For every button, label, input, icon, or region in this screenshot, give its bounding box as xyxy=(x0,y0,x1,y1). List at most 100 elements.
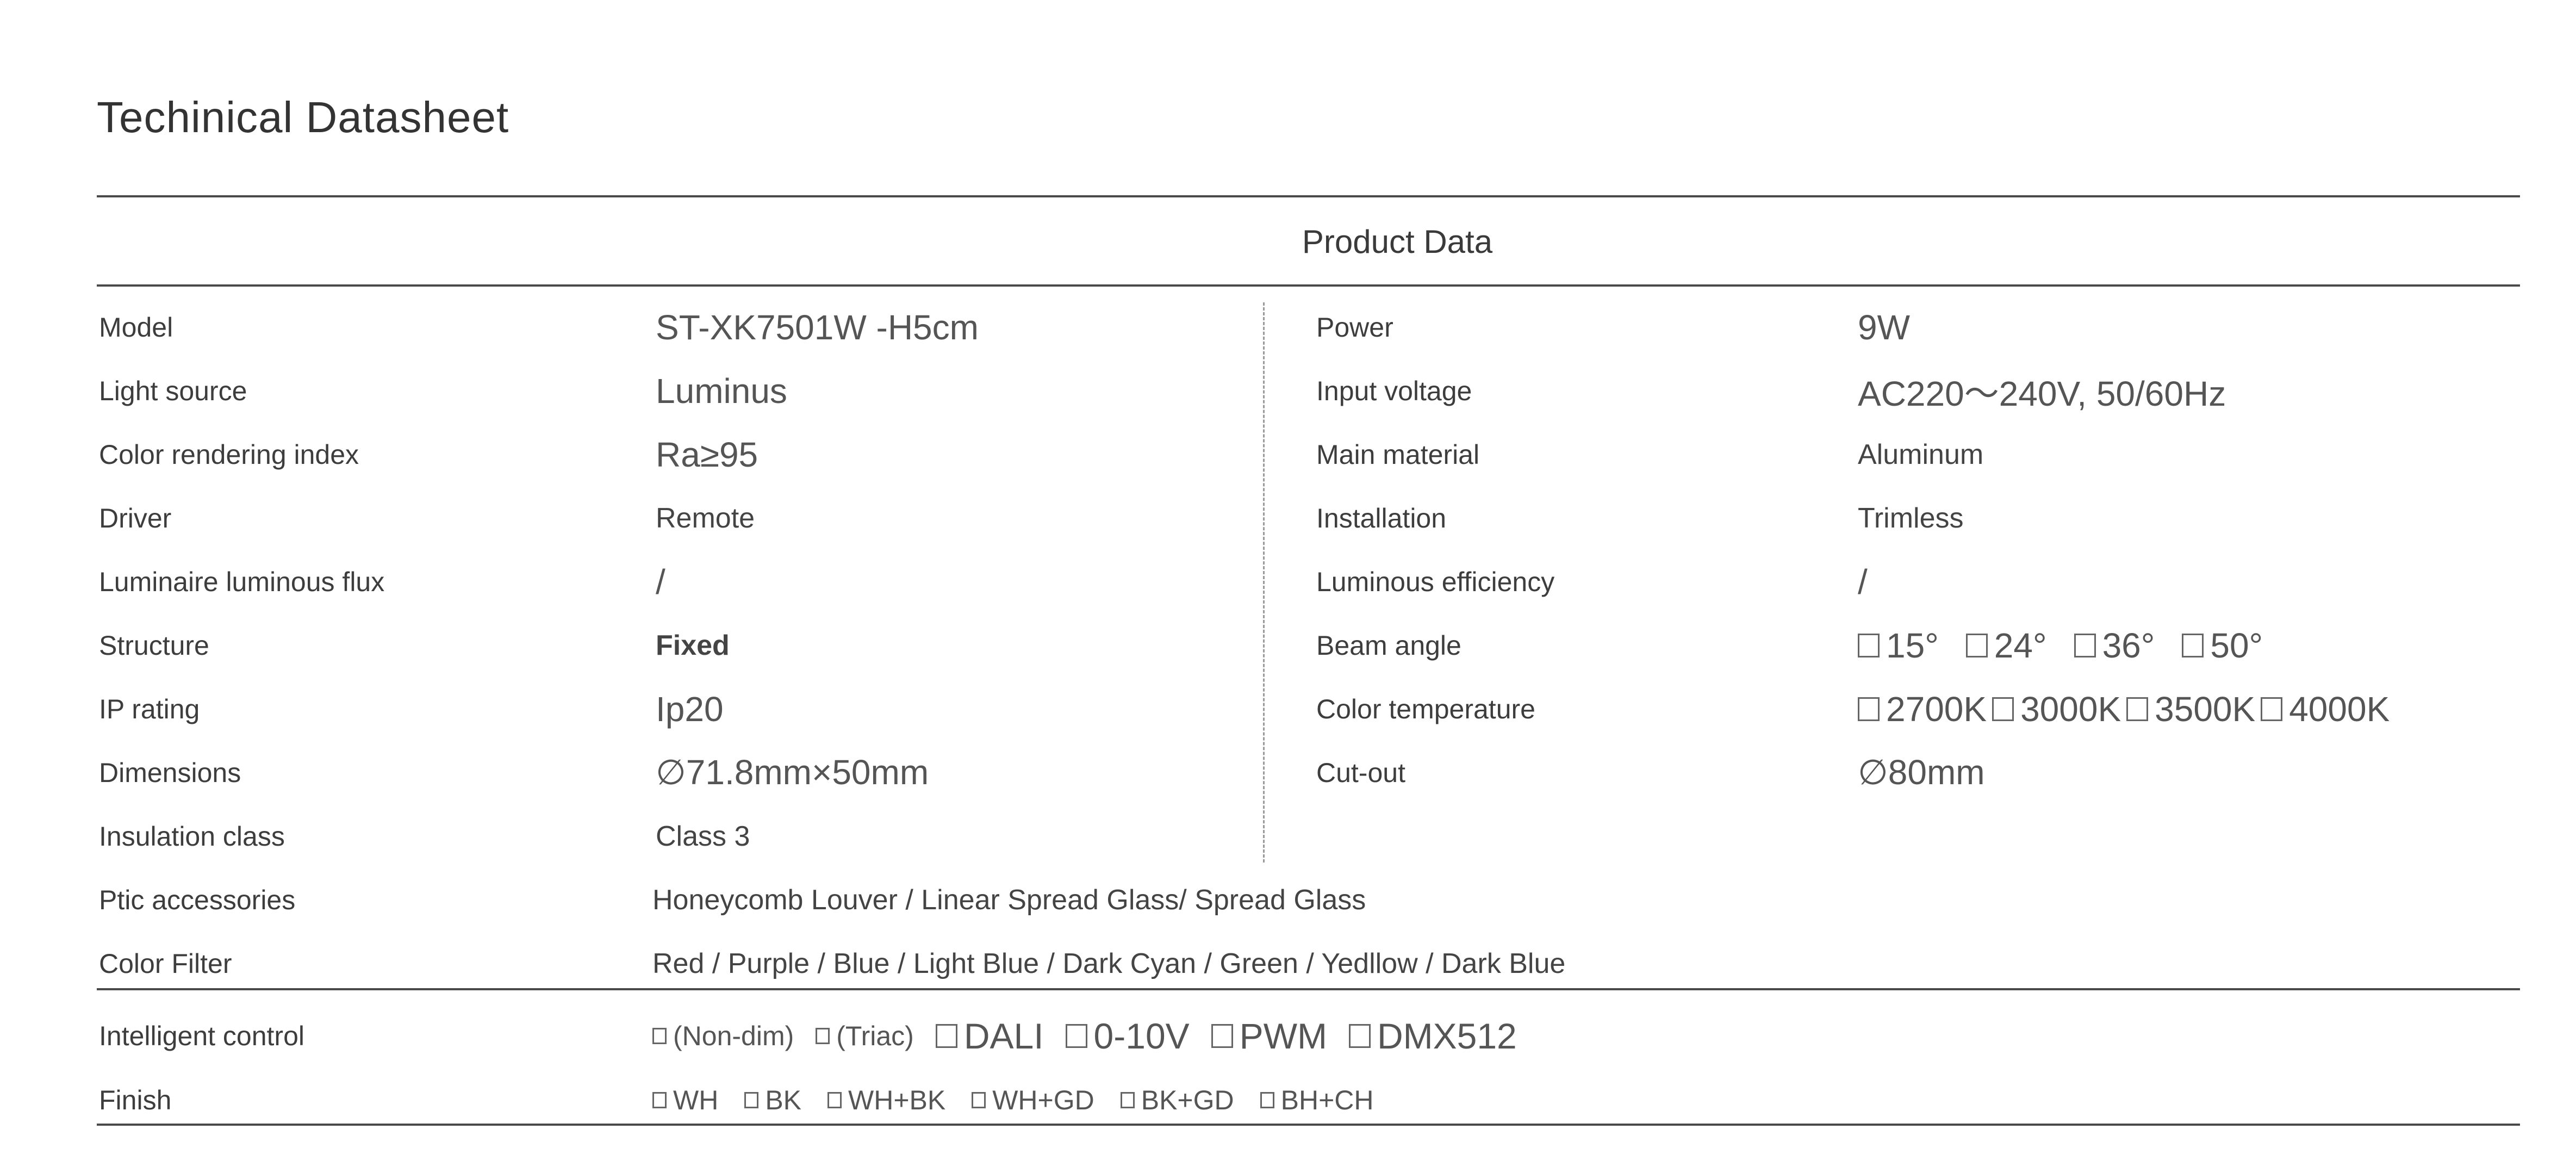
option-3000K[interactable]: 3000K xyxy=(1992,689,2121,729)
option-3500K[interactable]: 3500K xyxy=(2126,689,2255,729)
checkbox-icon[interactable] xyxy=(2261,697,2283,721)
checkbox-icon[interactable] xyxy=(1260,1091,1274,1108)
checkbox-icon[interactable] xyxy=(1858,633,1880,657)
option-15°[interactable]: 15° xyxy=(1858,625,1939,666)
section-rule xyxy=(97,284,2520,287)
spec-label: Luminous efficiency xyxy=(1316,566,1555,597)
spec-label: Insulation class xyxy=(99,821,285,852)
spec-label-row: Input voltage xyxy=(1316,359,1472,423)
option-label: Finish xyxy=(99,1084,172,1115)
checkbox-icon[interactable] xyxy=(1348,1023,1371,1048)
column-divider xyxy=(1263,302,1265,863)
finish-options: WH BK WH+BK WH+GD BK+GD BH+CH xyxy=(652,1068,1400,1132)
spec-label-row: IP rating xyxy=(99,677,200,741)
spec-value-row: Fixed xyxy=(656,613,730,677)
spec-value: Luminus xyxy=(656,371,787,411)
checkbox-icon[interactable] xyxy=(1211,1023,1233,1048)
spec-label-row: Luminaire luminous flux xyxy=(99,550,384,613)
option-WH[interactable]: WH xyxy=(652,1084,718,1116)
spec-value: ∅71.8mm×50mm xyxy=(656,753,929,792)
spec-label-row: Ptic accessories xyxy=(99,868,295,932)
option-text: DMX512 xyxy=(1377,1015,1517,1056)
checkbox-icon[interactable] xyxy=(2074,633,2096,657)
option-DMX512[interactable]: DMX512 xyxy=(1348,1015,1517,1057)
option-2700K[interactable]: 2700K xyxy=(1858,689,1987,729)
spec-label: Dimensions xyxy=(99,757,241,788)
spec-value-row: 9W xyxy=(1858,295,1910,359)
option-label: Beam angle xyxy=(1316,630,1461,661)
option-WH+BK[interactable]: WH+BK xyxy=(827,1084,945,1116)
option-label: Intelligent control xyxy=(99,1020,305,1051)
spec-value: ∅80mm xyxy=(1858,753,1985,792)
spec-value: 9W xyxy=(1858,307,1910,347)
option-text: BK xyxy=(765,1084,802,1115)
option-DALI[interactable]: DALI xyxy=(935,1015,1044,1057)
spec-value-row: Honeycomb Louver / Linear Spread Glass/ … xyxy=(652,868,1366,932)
option-text: WH+GD xyxy=(992,1084,1094,1115)
option-text: 50° xyxy=(2210,625,2263,665)
checkbox-icon[interactable] xyxy=(652,1027,667,1044)
checkbox-icon[interactable] xyxy=(652,1091,667,1108)
checkbox-icon[interactable] xyxy=(2126,697,2149,721)
spec-value-row: Class 3 xyxy=(656,804,750,868)
option-BK[interactable]: BK xyxy=(744,1084,801,1116)
option-label-row: Intelligent control xyxy=(99,1004,304,1068)
checkbox-icon[interactable] xyxy=(2182,633,2204,657)
option-(Triac)[interactable]: (Triac) xyxy=(816,1020,914,1052)
option-label-row: Color temperature xyxy=(1316,677,1535,741)
spec-label-row: Luminous efficiency xyxy=(1316,550,1554,613)
spec-value: / xyxy=(1858,562,1868,601)
spec-label: Ptic accessories xyxy=(99,884,296,915)
spec-label-row: Driver xyxy=(99,486,171,550)
spec-label: Driver xyxy=(99,502,172,533)
option-BH+CH[interactable]: BH+CH xyxy=(1260,1084,1374,1116)
option-PWM[interactable]: PWM xyxy=(1211,1015,1327,1057)
spec-label-row: Color rendering index xyxy=(99,423,359,486)
option-text: (Triac) xyxy=(836,1020,914,1051)
option-24°[interactable]: 24° xyxy=(1965,625,2047,666)
option-text: 24° xyxy=(1994,625,2047,665)
checkbox-icon[interactable] xyxy=(1965,633,1988,657)
bottom-rule xyxy=(97,1124,2520,1126)
option-WH+GD[interactable]: WH+GD xyxy=(972,1084,1094,1116)
spec-value-row: / xyxy=(656,550,665,613)
option-50°[interactable]: 50° xyxy=(2182,625,2263,666)
checkbox-icon[interactable] xyxy=(935,1023,957,1048)
option-0-10V[interactable]: 0-10V xyxy=(1065,1015,1190,1057)
spec-value-row: Remote xyxy=(656,486,755,550)
spec-label: Model xyxy=(99,312,173,343)
option-text: (Non-dim) xyxy=(673,1020,794,1051)
spec-label-row: Installation xyxy=(1316,486,1446,550)
spec-label: Structure xyxy=(99,630,209,661)
spec-value-row: Aluminum xyxy=(1858,423,1983,486)
spec-label-row: Light source xyxy=(99,359,247,423)
checkbox-icon[interactable] xyxy=(816,1027,830,1044)
checkbox-icon[interactable] xyxy=(1858,697,1880,721)
intelligent-control-options: (Non-dim) (Triac) DALI 0-10V PWM DMX512 xyxy=(652,1004,1539,1068)
checkbox-icon[interactable] xyxy=(1120,1091,1135,1108)
top-rule xyxy=(97,195,2520,197)
checkbox-icon[interactable] xyxy=(744,1091,759,1108)
spec-label-row: Dimensions xyxy=(99,741,241,804)
checkbox-icon[interactable] xyxy=(1065,1023,1087,1048)
option-(Non-dim)[interactable]: (Non-dim) xyxy=(652,1020,794,1052)
option-label-row: Beam angle xyxy=(1316,613,1461,677)
option-4000K[interactable]: 4000K xyxy=(2261,689,2390,729)
option-label-row: Finish xyxy=(99,1068,171,1132)
spec-label: Main material xyxy=(1316,439,1480,470)
spec-value: Remote xyxy=(656,502,755,534)
option-BK+GD[interactable]: BK+GD xyxy=(1120,1084,1234,1116)
checkbox-icon[interactable] xyxy=(972,1091,986,1108)
spec-label-row: Color Filter xyxy=(99,932,232,995)
spec-value-row: ∅71.8mm×50mm xyxy=(656,741,929,804)
spec-label: Installation xyxy=(1316,502,1447,533)
option-text: BK+GD xyxy=(1141,1084,1234,1115)
checkbox-icon[interactable] xyxy=(827,1091,842,1108)
option-text: 3500K xyxy=(2155,689,2256,729)
checkbox-icon[interactable] xyxy=(1992,697,2014,721)
spec-value: Trimless xyxy=(1858,502,1964,534)
option-36°[interactable]: 36° xyxy=(2074,625,2155,666)
spec-value: / xyxy=(656,562,665,601)
spec-label: Color Filter xyxy=(99,948,232,979)
option-text: WH+BK xyxy=(848,1084,946,1115)
